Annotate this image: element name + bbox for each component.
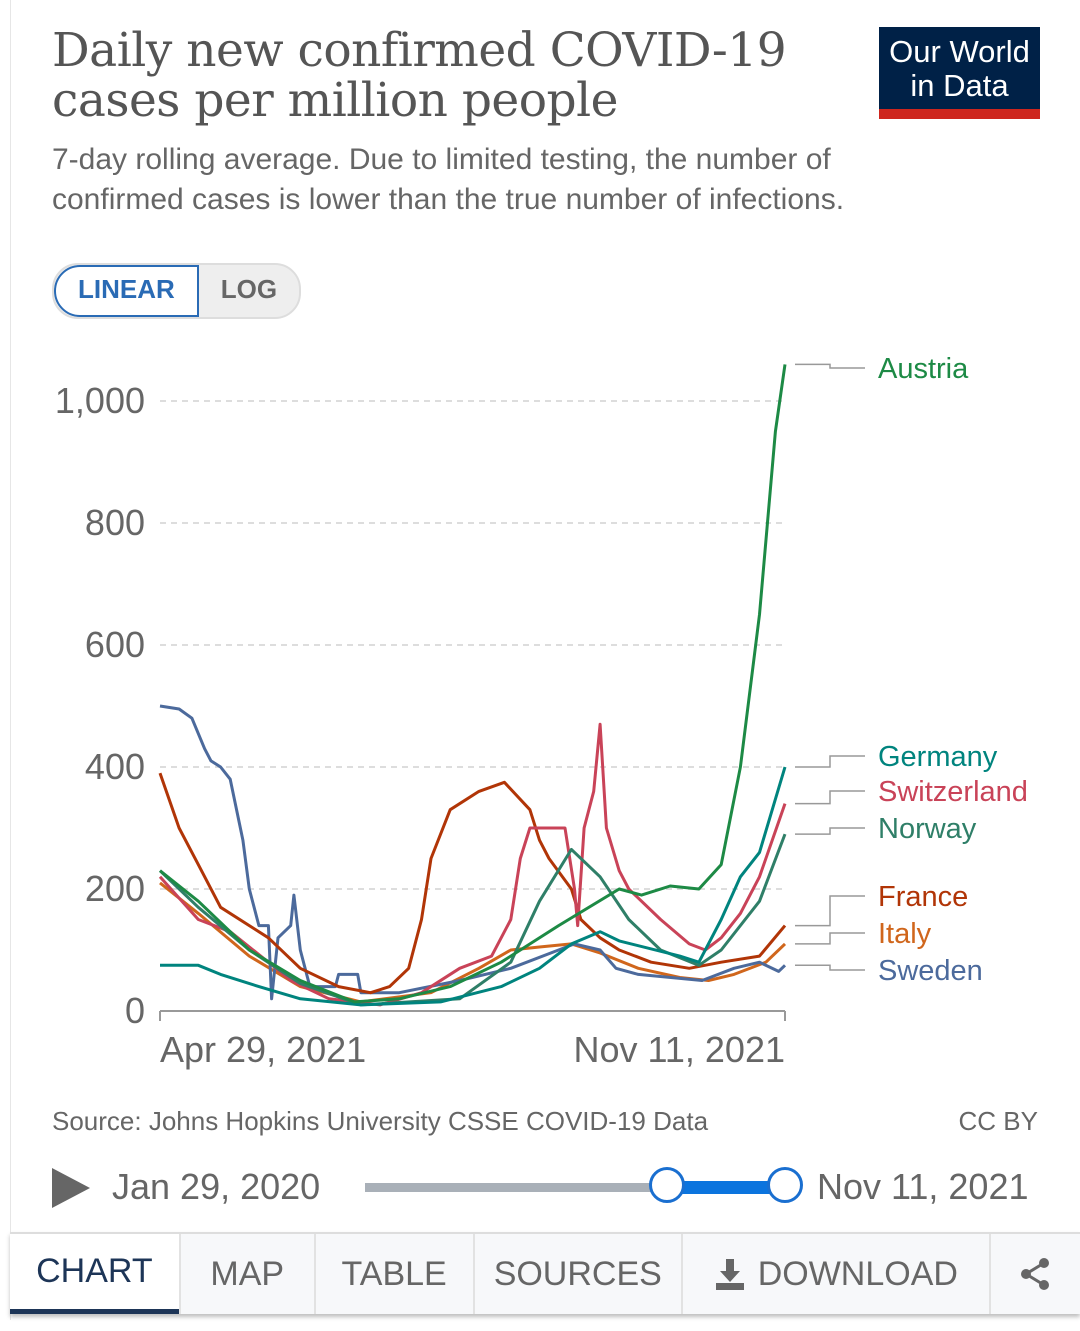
series-line-switzerland — [158, 722, 787, 1007]
scale-toggle[interactable]: LINEAR LOG — [52, 263, 302, 319]
timeline-selected-range[interactable] — [667, 1181, 785, 1194]
chart-subtitle: 7-day rolling average. Due to limited te… — [52, 143, 845, 216]
y-tick-label: 1,000 — [55, 380, 145, 421]
chart-title: Daily new confirmed COVID-19 cases per m… — [52, 23, 787, 128]
x-tick-label: Nov 11, 2021 — [574, 1029, 785, 1070]
timeline-end-handle[interactable] — [767, 1167, 803, 1203]
series-line-sweden — [159, 704, 787, 1001]
logo-bar — [879, 109, 1040, 119]
series-line-germany — [160, 766, 787, 1007]
tab-download[interactable]: DOWNLOAD — [680, 1234, 989, 1314]
tab-sources[interactable]: SOURCES — [472, 1234, 681, 1314]
tab-map[interactable]: MAP — [178, 1234, 314, 1314]
y-tick-label: 600 — [85, 624, 145, 665]
legend-connector — [795, 755, 865, 768]
legend-connector — [795, 790, 865, 805]
y-tick-label: 400 — [85, 746, 145, 787]
legend-connector — [795, 932, 865, 945]
series-line-italy — [159, 881, 787, 1004]
tab-table[interactable]: TABLE — [313, 1234, 473, 1314]
y-tick-label: 200 — [85, 868, 145, 909]
play-icon[interactable] — [52, 1168, 90, 1208]
legend-label-switzerland[interactable]: Switzerland — [878, 776, 1028, 808]
download-icon — [714, 1257, 746, 1291]
y-tick-label: 0 — [125, 990, 145, 1031]
legend-label-germany[interactable]: Germany — [878, 741, 998, 773]
license-link[interactable]: CC BY — [958, 1106, 1038, 1136]
legend-label-austria[interactable]: Austria — [878, 353, 969, 385]
y-tick-label: 800 — [85, 502, 145, 543]
timeline-start-label: Jan 29, 2020 — [112, 1166, 321, 1207]
timeline-track[interactable] — [365, 1183, 785, 1192]
timeline-end-label: Nov 11, 2021 — [817, 1166, 1029, 1207]
tab-download-label: DOWNLOAD — [757, 1254, 958, 1293]
legend-label-norway[interactable]: Norway — [878, 813, 977, 845]
source-note[interactable]: Source: Johns Hopkins University CSSE CO… — [52, 1106, 709, 1136]
linear-scale-button[interactable]: LINEAR — [54, 265, 199, 317]
share-button[interactable] — [988, 1234, 1080, 1314]
chart-frame — [10, 0, 1080, 1320]
logo-line1: Our World — [889, 34, 1030, 69]
legend-label-france[interactable]: France — [878, 881, 968, 913]
series-line-austria — [159, 364, 787, 1004]
line-chart: 0 200 400 600 800 1,000 Apr 29, 2021 Nov 11, 20… — [55, 353, 1028, 1070]
logo-line2: in Data — [910, 68, 1009, 103]
legend-label-italy[interactable]: Italy — [878, 918, 932, 950]
tab-chart[interactable]: CHART — [10, 1234, 179, 1314]
x-tick-label: Apr 29, 2021 — [160, 1029, 366, 1070]
series-line-france — [158, 772, 787, 995]
legend-connector — [795, 363, 865, 369]
legend-connector — [795, 895, 865, 927]
share-icon — [1019, 1257, 1051, 1291]
legend-connector — [795, 964, 865, 971]
legend-connector — [795, 827, 865, 835]
log-scale-button[interactable]: LOG — [220, 274, 278, 304]
tab-bar: CHART MAP TABLE SOURCES DOWNLOAD — [10, 1232, 1080, 1314]
legend-label-sweden[interactable]: Sweden — [878, 955, 983, 987]
timeline-start-handle[interactable] — [649, 1167, 686, 1203]
owid-logo[interactable]: Our World in Data — [879, 27, 1040, 119]
